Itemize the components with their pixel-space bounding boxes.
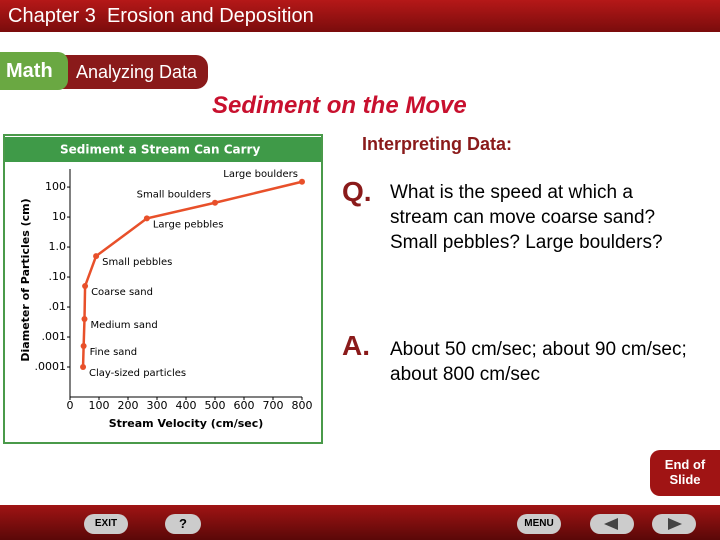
y-tick-label: .01 <box>49 300 67 313</box>
y-axis-label: Diameter of Particles (cm) <box>19 198 32 361</box>
y-tick-label: .10 <box>49 270 67 283</box>
x-tick-label: 500 <box>205 399 226 412</box>
x-tick-label: 200 <box>118 399 139 412</box>
data-point <box>143 215 150 222</box>
help-button[interactable]: ? <box>165 514 201 534</box>
section-label: Analyzing Data <box>76 62 198 82</box>
y-tick-label: 1.0 <box>49 240 67 253</box>
subtitle: Interpreting Data: <box>362 134 513 154</box>
y-tick-label: .001 <box>42 330 67 343</box>
end-of-slide[interactable]: End of Slide <box>650 450 720 496</box>
nav-arrows <box>590 514 696 534</box>
data-point <box>80 364 87 371</box>
x-tick-label: 100 <box>89 399 110 412</box>
y-tick-label: 10 <box>52 210 66 223</box>
point-label: Small boulders <box>137 190 211 201</box>
x-axis-label: Stream Velocity (cm/sec) <box>109 417 264 430</box>
point-label: Medium sand <box>91 320 158 331</box>
chapter-title: Chapter 3 Erosion and Deposition <box>8 5 314 27</box>
data-point <box>93 253 100 260</box>
point-label: Fine sand <box>90 347 138 358</box>
next-arrow <box>668 518 682 530</box>
series-line <box>81 180 303 368</box>
point-label: Large boulders <box>223 169 298 180</box>
exit-button[interactable]: EXIT <box>84 514 128 534</box>
question-text: What is the speed at which a stream can … <box>390 182 663 253</box>
x-tick-label: 600 <box>234 399 255 412</box>
answer-text: About 50 cm/sec; about 90 cm/sec; about … <box>390 339 687 385</box>
point-label: Large pebbles <box>153 219 224 230</box>
data-point <box>212 199 218 206</box>
math-badge: Math <box>0 52 68 90</box>
slide-title: Sediment on the Move <box>212 92 467 119</box>
chart-title-bar <box>5 137 321 162</box>
x-tick-label: 300 <box>147 399 168 412</box>
data-point <box>80 343 87 350</box>
point-label: Small pebbles <box>102 257 172 268</box>
chart-frame <box>3 134 323 444</box>
x-tick-label: 0 <box>67 399 74 412</box>
header-bar <box>0 0 720 32</box>
menu-button[interactable]: MENU <box>517 514 561 534</box>
data-point <box>81 315 88 322</box>
y-tick-label: .0001 <box>35 360 67 373</box>
x-tick-label: 800 <box>292 399 313 412</box>
data-point <box>82 283 89 290</box>
data-point <box>299 178 305 185</box>
answer-marker: A. <box>342 330 370 361</box>
point-label: Coarse sand <box>91 287 153 298</box>
prev-arrow <box>604 518 618 530</box>
chart-title: Sediment a Stream Can Carry <box>60 143 260 157</box>
point-label: Clay-sized particles <box>89 368 186 379</box>
x-tick-label: 700 <box>263 399 284 412</box>
y-tick-label: 100 <box>45 180 66 193</box>
x-tick-label: 400 <box>176 399 197 412</box>
question-marker: Q. <box>342 176 372 207</box>
